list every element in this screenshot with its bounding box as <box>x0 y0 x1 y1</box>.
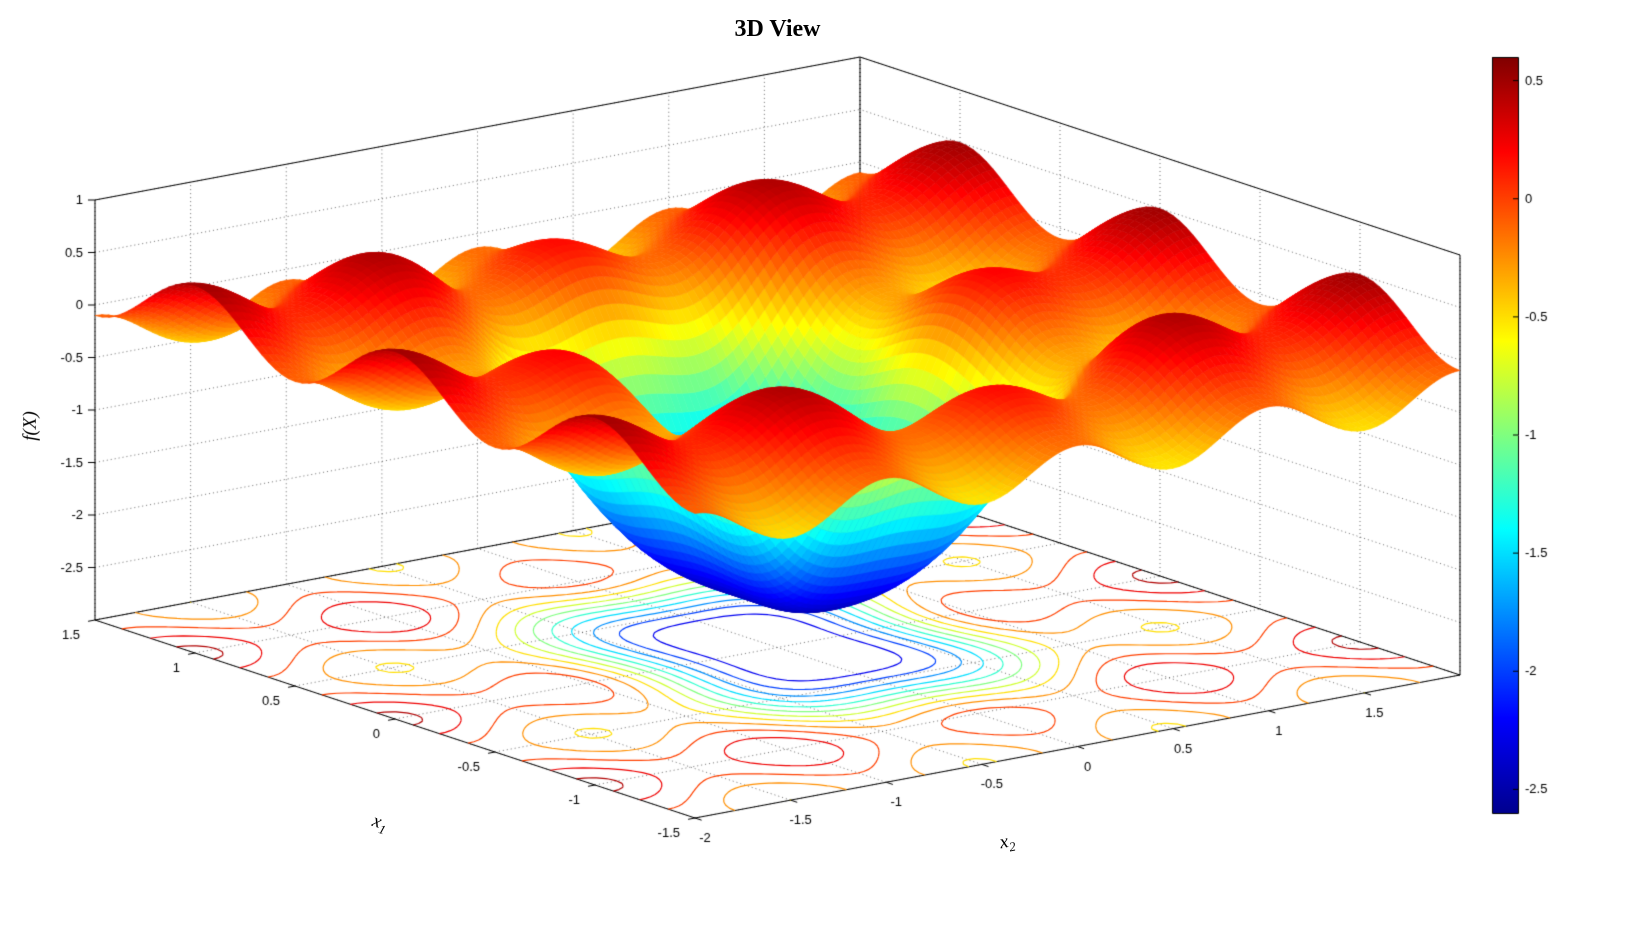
z-axis-label-text: f(X) <box>19 411 41 441</box>
z-axis-label: f(X) <box>20 411 42 441</box>
chart-title: 3D View <box>734 16 821 42</box>
